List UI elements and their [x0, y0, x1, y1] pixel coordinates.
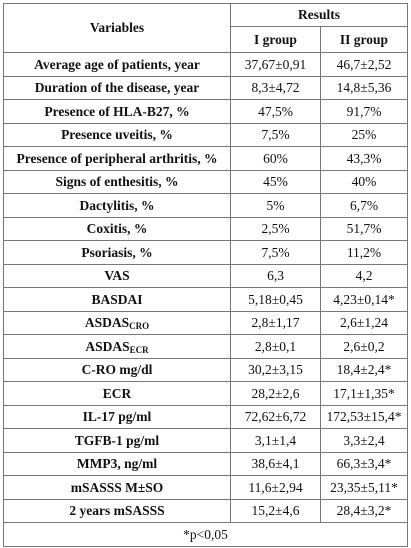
variable-label: ASDASCRO	[3, 310, 231, 335]
table-row: Dactylitis, % 5% 6,7%	[3, 193, 409, 218]
table-body: Average age of patients, year 37,67±0,91 4…	[3, 52, 409, 523]
group-2-value: 2,6±1,24	[319, 310, 409, 335]
group-1-value: 37,67±0,91	[230, 52, 321, 77]
group-1-value: 2,8±0,1	[230, 334, 321, 359]
header-variables: Variables	[3, 3, 231, 53]
group-2-value: 43,3%	[319, 146, 409, 171]
group-2-value: 23,35±5,11*	[319, 475, 409, 500]
group-1-value: 72,62±6,72	[230, 404, 321, 429]
group-2-value: 25%	[319, 122, 409, 147]
header-group-1: I group	[230, 26, 321, 53]
group-1-value: 60%	[230, 146, 321, 171]
table-row: IL-17 pg/ml 72,62±6,72 172,53±15,4*	[3, 404, 409, 429]
table-row: MMP3, ng/ml 38,6±4,1 66,3±3,4*	[3, 451, 409, 476]
variable-label: MMP3, ng/ml	[3, 451, 231, 476]
table-row: BASDAI 5,18±0,45 4,23±0,14*	[3, 287, 409, 312]
group-1-value: 38,6±4,1	[230, 451, 321, 476]
variable-label: IL-17 pg/ml	[3, 404, 231, 429]
table-row: Presence of HLA-B27, % 47,5% 91,7%	[3, 99, 409, 124]
variable-label: Coxitis, %	[3, 216, 231, 241]
variable-label: VAS	[3, 263, 231, 288]
variable-label: Average age of patients, year	[3, 52, 231, 77]
group-2-value: 51,7%	[319, 216, 409, 241]
header-group-2: II group	[319, 26, 409, 53]
table-row: 2 years mSASSS 15,2±4,6 28,4±3,2*	[3, 498, 409, 523]
group-2-value: 18,4±2,4*	[319, 357, 409, 382]
group-2-value: 17,1±1,35*	[319, 381, 409, 406]
group-1-value: 30,2±3,15	[230, 357, 321, 382]
variable-label: mSASSS M±SO	[3, 475, 231, 500]
variable-subscript: CRO	[129, 321, 150, 331]
group-1-value: 15,2±4,6	[230, 498, 321, 523]
variable-label: 2 years mSASSS	[3, 498, 231, 523]
group-2-value: 172,53±15,4*	[319, 404, 409, 429]
group-2-value: 2,6±0,2	[319, 334, 409, 359]
variable-label: ASDASECR	[3, 334, 231, 359]
group-1-value: 3,1±1,4	[230, 428, 321, 453]
group-1-value: 11,6±2,94	[230, 475, 321, 500]
variable-label: TGFB-1 pg/ml	[3, 428, 231, 453]
group-1-value: 2,8±1,17	[230, 310, 321, 335]
group-1-value: 47,5%	[230, 99, 321, 124]
footnote: *p<0,05	[2, 522, 409, 547]
group-1-value: 28,2±2,6	[230, 381, 321, 406]
group-1-value: 5,18±0,45	[230, 287, 321, 312]
variable-subscript: ECR	[129, 344, 149, 355]
table-row: Signs of enthesitis, % 45% 40%	[3, 169, 409, 194]
table-row: mSASSS M±SO 11,6±2,94 23,35±5,11*	[3, 475, 409, 500]
group-2-value: 28,4±3,2*	[319, 498, 409, 523]
variable-label: ECR	[3, 381, 231, 406]
group-2-value: 6,7%	[319, 193, 409, 218]
table-row: C-RO mg/dl 30,2±3,15 18,4±2,4*	[3, 357, 409, 382]
variable-label: BASDAI	[3, 287, 231, 312]
group-1-value: 7,5%	[230, 240, 321, 265]
group-2-value: 91,7%	[319, 99, 409, 124]
table-row: ASDASCRO 2,8±1,17 2,6±1,24	[3, 310, 409, 335]
table-row: TGFB-1 pg/ml 3,1±1,4 3,3±2,4	[3, 428, 409, 453]
table-row: Coxitis, % 2,5% 51,7%	[3, 216, 409, 241]
table-row: Presence of peripheral arthritis, % 60% 43…	[3, 146, 409, 171]
group-2-value: 66,3±3,4*	[319, 451, 409, 476]
group-1-value: 45%	[230, 169, 321, 194]
variable-label: Duration of the disease, year	[3, 75, 231, 100]
variable-label: Presence of peripheral arthritis, %	[3, 146, 231, 171]
variable-label: Presence of HLA-B27, %	[3, 99, 231, 124]
results-table: Variables Results I group II group Avera…	[2, 3, 409, 547]
results-table-container: Variables Results I group II group Avera…	[2, 3, 409, 547]
group-2-value: 3,3±2,4	[319, 428, 409, 453]
group-1-value: 5%	[230, 193, 321, 218]
variable-label: Signs of enthesitis, %	[3, 169, 231, 194]
table-row: VAS 6,3 4,2	[3, 263, 409, 288]
table-row: Psoriasis, % 7,5% 11,2%	[3, 240, 409, 265]
table-row: Presence uveitis, % 7,5% 25%	[3, 122, 409, 147]
variable-label: Presence uveitis, %	[3, 122, 231, 147]
group-1-value: 6,3	[230, 263, 321, 288]
variable-label: Psoriasis, %	[3, 240, 231, 265]
group-2-value: 14,8±5,36	[319, 75, 409, 100]
group-2-value: 4,2	[319, 263, 409, 288]
group-1-value: 8,3±4,72	[230, 75, 321, 100]
variable-label: C-RO mg/dl	[3, 357, 231, 382]
group-2-value: 11,2%	[319, 240, 409, 265]
group-1-value: 2,5%	[230, 216, 321, 241]
group-2-value: 40%	[319, 169, 409, 194]
table-row: ASDASECR 2,8±0,1 2,6±0,2	[3, 334, 409, 359]
header-results: Results	[229, 3, 409, 27]
table-row: Duration of the disease, year 8,3±4,72 14,…	[3, 75, 409, 100]
group-1-value: 7,5%	[230, 122, 321, 147]
table-row: Average age of patients, year 37,67±0,91 4…	[3, 52, 409, 77]
group-2-value: 46,7±2,52	[319, 52, 409, 77]
group-2-value: 4,23±0,14*	[319, 287, 409, 312]
variable-label: Dactylitis, %	[3, 193, 231, 218]
table-row: ECR 28,2±2,6 17,1±1,35*	[3, 381, 409, 406]
